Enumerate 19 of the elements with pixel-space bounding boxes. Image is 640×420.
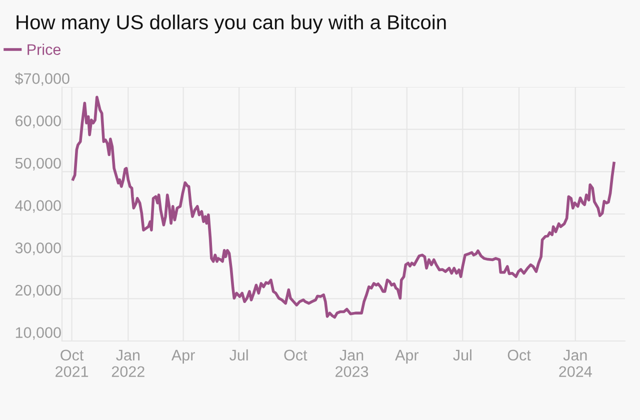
x-tick-label: Apr bbox=[395, 350, 419, 364]
y-tick-label: 60,000 bbox=[16, 115, 61, 128]
x-tick-label: Jul bbox=[230, 349, 248, 361]
chart-title: How many US dollars you can buy with a Bitcoin bbox=[16, 14, 446, 34]
x-tick-label: Oct 2021 bbox=[56, 350, 88, 378]
x-tick-label: Oct bbox=[508, 350, 531, 361]
legend-label: Price bbox=[28, 44, 61, 55]
y-tick-label: 30,000 bbox=[15, 242, 61, 256]
x-tick-label: Jan 2023 bbox=[336, 350, 368, 378]
y-tick-label: 40,000 bbox=[15, 200, 61, 213]
x-tick-label: Apr bbox=[171, 350, 195, 364]
x-tick-label: Jul bbox=[453, 349, 472, 361]
y-tick-label: 50,000 bbox=[15, 158, 61, 170]
x-tick-label: Jan 2024 bbox=[559, 350, 592, 378]
x-tick-label: Oct bbox=[284, 350, 308, 361]
x-tick-label: Jan 2022 bbox=[112, 350, 144, 378]
y-tick-label: $70,000 bbox=[14, 72, 70, 86]
y-tick-label: 20,000 bbox=[16, 284, 61, 298]
y-tick-label: 10,000 bbox=[16, 327, 61, 340]
